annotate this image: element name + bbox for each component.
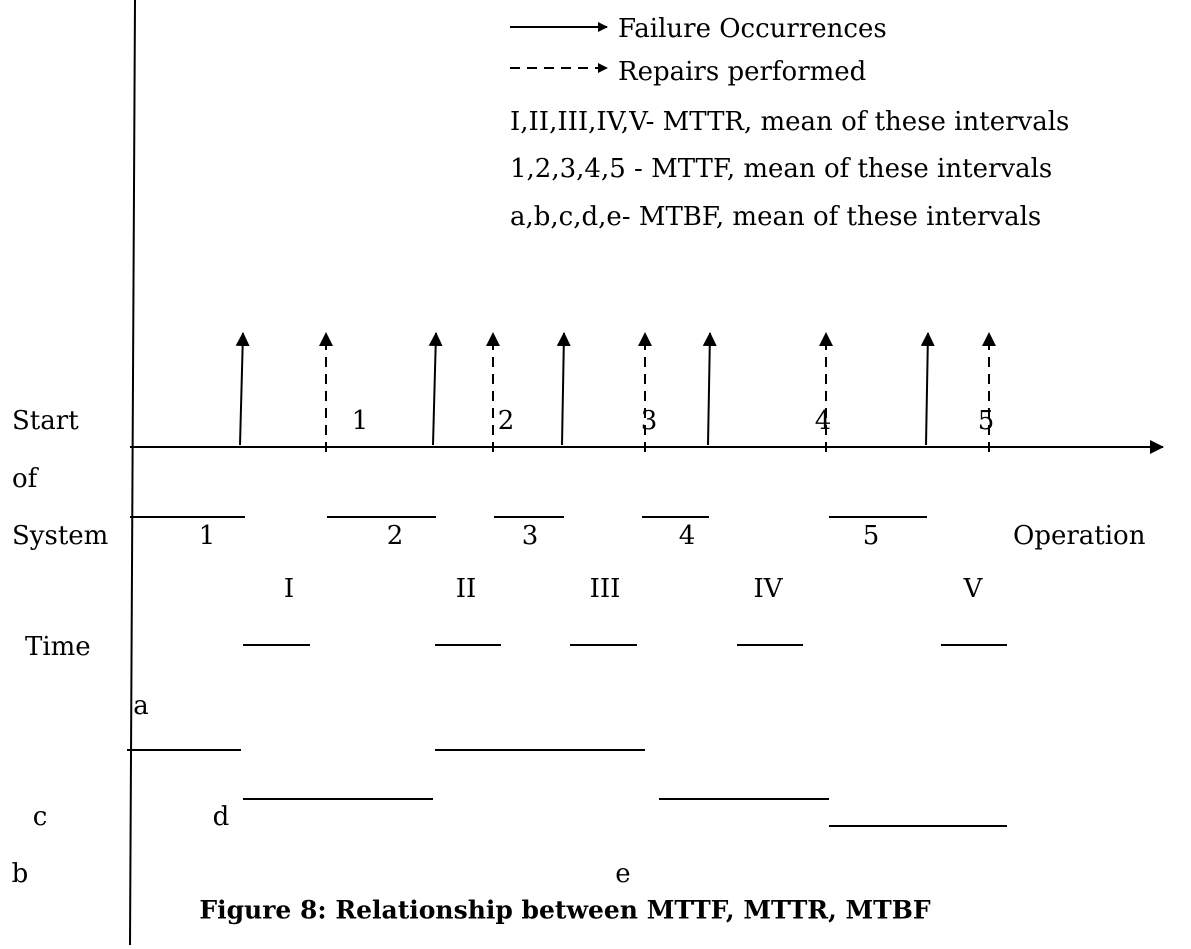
failure-arrow	[920, 332, 935, 446]
interval-number: 2	[498, 406, 515, 436]
mttf-label: 5	[863, 521, 880, 551]
label: of	[12, 464, 40, 494]
interval-number: 1	[352, 406, 369, 436]
mttr-label: III	[590, 574, 621, 604]
interval-number: 3	[641, 406, 658, 436]
mttr-label: V	[963, 574, 984, 604]
interval-number: 4	[815, 406, 832, 436]
mtbf-label: b	[12, 859, 29, 889]
mttf-label: 2	[387, 521, 404, 551]
mttr-label: I	[284, 574, 294, 604]
label: Time	[25, 632, 91, 662]
label: Start	[12, 406, 79, 436]
legend-text: I,II,III,IV,V- MTTR, mean of these inter…	[510, 107, 1069, 137]
mttr-label: II	[456, 574, 477, 604]
mtbf-label: c	[33, 802, 48, 832]
mtbf-label: e	[615, 859, 630, 889]
legend-text: Failure Occurrences	[618, 14, 887, 44]
label: Operation	[1013, 521, 1146, 551]
legend-text: 1,2,3,4,5 - MTTF, mean of these interval…	[510, 154, 1052, 184]
mttf-label: 4	[679, 521, 696, 551]
failure-arrow	[556, 332, 571, 446]
legend-text: a,b,c,d,e- MTBF, mean of these intervals	[510, 202, 1041, 232]
vertical-axis	[129, 0, 136, 946]
mttr-label: IV	[753, 574, 783, 604]
interval-number: 5	[978, 406, 995, 436]
caption: Figure 8: Relationship between MTTF, MTT…	[199, 896, 931, 925]
legend-text: Repairs performed	[618, 57, 866, 87]
label: System	[12, 521, 108, 551]
mttf-label: 3	[522, 521, 539, 551]
failure-arrow	[428, 332, 443, 446]
mtbf-label: d	[213, 802, 230, 832]
mtbf-label: a	[133, 691, 149, 721]
failure-arrow	[235, 332, 250, 446]
mttf-label: 1	[199, 521, 216, 551]
failure-arrow	[702, 332, 717, 446]
